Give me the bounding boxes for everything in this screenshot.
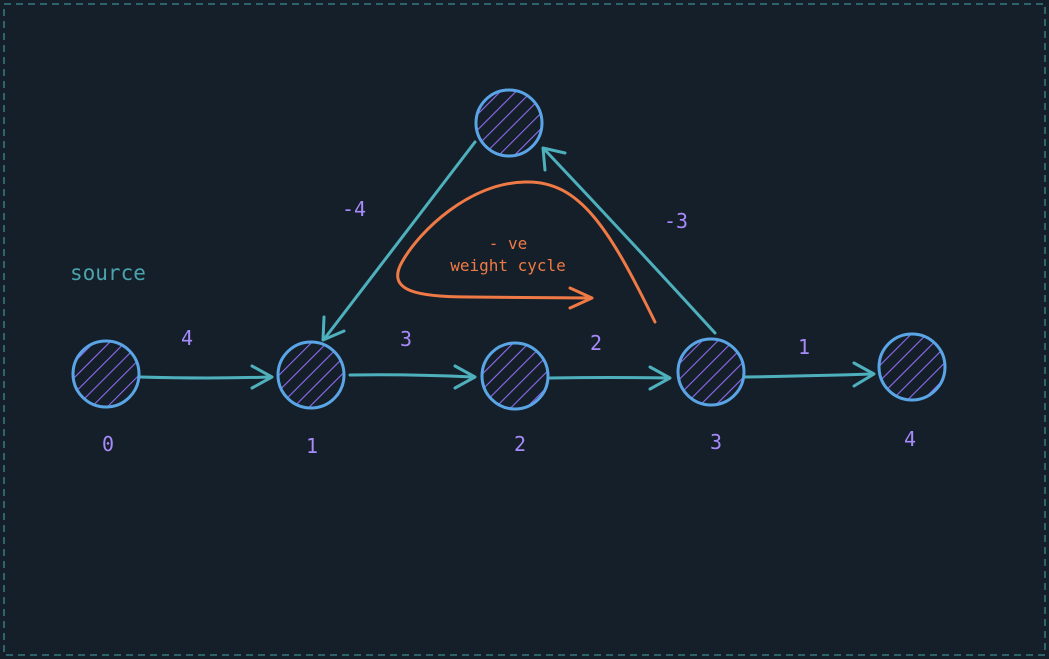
edge-weight-top-1: -4 (342, 197, 366, 221)
edge-weight-1-2: 3 (400, 327, 412, 351)
node-2 (480, 341, 550, 411)
edge-3-to-4 (743, 372, 874, 379)
cycle-annotation-line1: - ve (489, 234, 528, 253)
edge-weight-2-3: 2 (590, 331, 602, 355)
negative-cycle-arrow (396, 180, 657, 324)
node-label-2: 2 (514, 432, 526, 456)
node-top (474, 88, 544, 158)
edge-weight-3-top: -3 (664, 209, 688, 233)
node-label-0: 0 (102, 432, 114, 456)
arrowhead-2-to-3 (648, 365, 672, 391)
arrowhead-0-to-1 (250, 364, 274, 390)
edge-weight-0-1: 4 (181, 326, 193, 350)
node-label-3: 3 (710, 430, 722, 454)
arrowhead-1-to-2 (453, 364, 477, 390)
cycle-annotation-line2: weight cycle (450, 256, 566, 275)
edge-0-to-1 (138, 375, 272, 380)
arrowhead-top-to-1 (321, 315, 346, 342)
node-1 (276, 340, 346, 410)
edge-weight-3-4: 1 (798, 335, 810, 359)
node-4 (877, 332, 947, 402)
nodes (71, 88, 947, 411)
edge-1-to-2 (348, 373, 475, 379)
arrowhead-3-to-top (541, 146, 567, 172)
edge-3-to-top (543, 148, 717, 335)
edges (138, 140, 876, 391)
arrowhead-3-to-4 (852, 361, 876, 388)
frame-border (3, 3, 1046, 656)
node-label-1: 1 (306, 434, 318, 458)
edge-2-to-3 (548, 376, 670, 380)
node-0 (71, 339, 141, 409)
node-label-4: 4 (904, 427, 916, 451)
source-label: source (70, 261, 146, 285)
node-3 (676, 337, 746, 407)
edge-top-to-1 (323, 140, 477, 340)
